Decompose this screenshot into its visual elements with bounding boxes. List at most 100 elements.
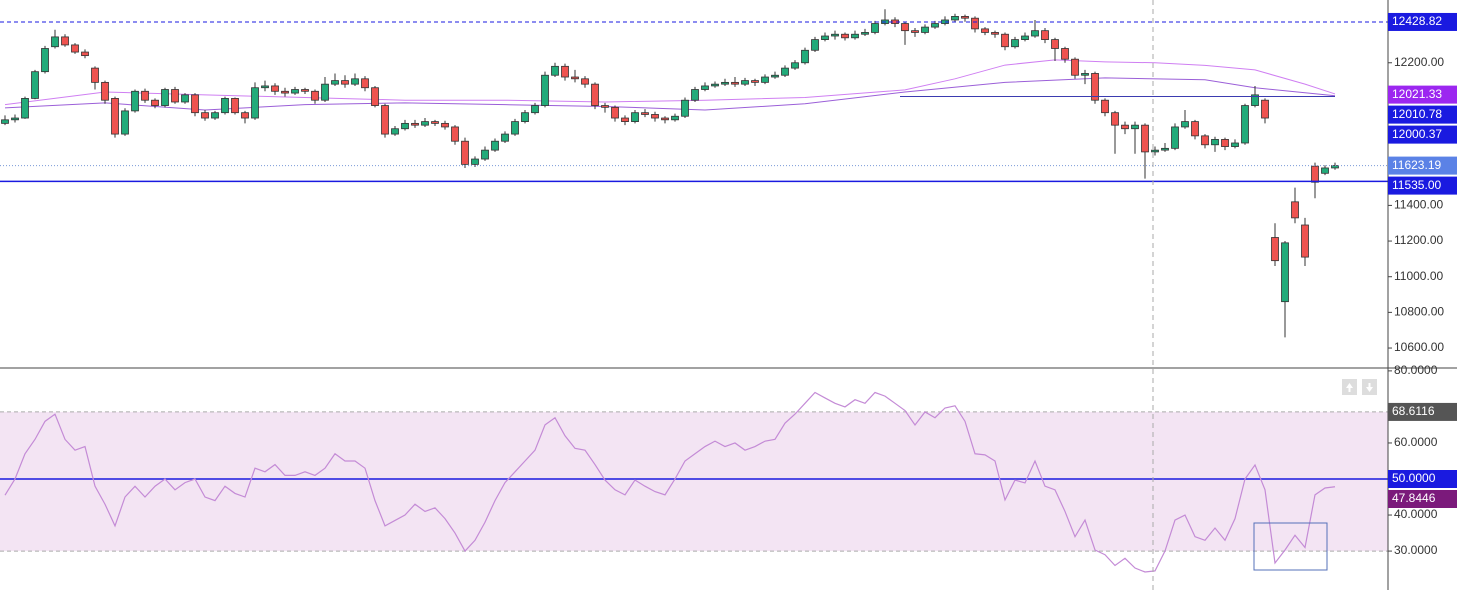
candle-body — [581, 78, 589, 85]
candle-body — [1, 119, 9, 124]
candle-body — [231, 98, 239, 114]
level-label: 68.6116 — [1392, 404, 1435, 418]
level-label-bg — [1388, 156, 1457, 175]
candle-body — [291, 89, 299, 94]
candle-body — [381, 105, 389, 135]
candle-body — [1311, 165, 1319, 183]
candle-body — [421, 121, 429, 126]
candle-body — [931, 23, 939, 28]
level-label-bg — [1388, 85, 1457, 104]
level-label-bg — [1388, 12, 1457, 31]
candle-body — [911, 30, 919, 33]
level-label: 50.0000 — [1392, 471, 1436, 485]
candle-body — [11, 117, 19, 121]
candle-body — [721, 81, 729, 85]
candle-body — [701, 85, 709, 90]
candle-body — [1171, 126, 1179, 149]
rsi-pane — [0, 391, 1388, 573]
candle-body — [1101, 99, 1109, 114]
candle-body — [481, 149, 489, 160]
candle-body — [301, 89, 309, 92]
level-label-bg — [1388, 402, 1457, 421]
candle-body — [1061, 48, 1069, 60]
y-tick-label: 60.0000 — [1394, 435, 1438, 449]
candle-body — [951, 16, 959, 21]
candle-body — [781, 67, 789, 76]
candle-body — [611, 106, 619, 119]
candle-body — [91, 67, 99, 83]
level-label: 47.8446 — [1392, 491, 1436, 505]
candle-body — [311, 90, 319, 101]
candle-body — [31, 71, 39, 99]
candle-body — [671, 115, 679, 121]
candle-body — [871, 23, 879, 33]
y-tick-label: 11200.00 — [1394, 233, 1443, 247]
candle-body — [441, 122, 449, 128]
level-label-bg — [1388, 105, 1457, 124]
candle-body — [531, 105, 539, 114]
candle-body — [61, 36, 69, 46]
y-tick-label: 10600.00 — [1394, 340, 1444, 354]
candle-body — [971, 17, 979, 30]
candle-body — [461, 140, 469, 165]
candle-body — [1251, 94, 1259, 106]
level-label-bg — [1388, 125, 1457, 144]
candle-body — [811, 39, 819, 51]
candle-body — [1021, 35, 1029, 40]
candle-body — [281, 90, 289, 94]
candle-body — [681, 99, 689, 117]
level-label-bg — [1388, 176, 1457, 195]
candle-body — [1011, 39, 1019, 48]
candle-body — [1261, 99, 1269, 119]
candle-body — [1111, 112, 1119, 126]
candle-body — [171, 89, 179, 103]
candle-body — [551, 65, 559, 76]
candle-body — [261, 85, 269, 89]
candle-body — [131, 90, 139, 112]
candle-body — [741, 80, 749, 85]
candle-body — [791, 62, 799, 69]
candle-body — [141, 90, 149, 101]
down-icon — [1366, 383, 1373, 392]
y-tick-label: 30.0000 — [1394, 543, 1438, 557]
candle-body — [801, 49, 809, 64]
level-label: 12021.33 — [1392, 87, 1442, 101]
candle-body — [1151, 149, 1159, 153]
candle-body — [391, 128, 399, 135]
candle-body — [841, 33, 849, 39]
candle-body — [1031, 30, 1039, 37]
candle-body — [1181, 121, 1189, 128]
y-tick-label: 40.0000 — [1394, 507, 1438, 521]
candle-body — [1301, 224, 1309, 258]
candle-body — [401, 122, 409, 130]
candle-body — [561, 65, 569, 78]
y-tick-label: 11000.00 — [1394, 269, 1443, 283]
level-label: 12000.37 — [1392, 127, 1442, 141]
candle-body — [1191, 121, 1199, 137]
candle-body — [1071, 58, 1079, 76]
candle-body — [591, 83, 599, 106]
y-tick-label: 10800.00 — [1394, 305, 1444, 319]
candle-body — [331, 80, 339, 85]
candle-body — [1081, 73, 1089, 76]
candle-body — [1231, 142, 1239, 147]
level-label-bg — [1388, 490, 1457, 508]
candle-body — [1321, 167, 1329, 174]
candle-body — [1131, 124, 1139, 130]
candle-body — [981, 28, 989, 33]
candle-body — [101, 81, 109, 101]
candle-body — [471, 158, 479, 165]
candle-body — [121, 110, 129, 135]
candle-body — [601, 105, 609, 108]
candle-body — [1051, 39, 1059, 49]
candle-body — [1281, 242, 1289, 303]
candle-body — [821, 35, 829, 40]
level-label: 11535.00 — [1392, 178, 1441, 192]
candle-body — [341, 80, 349, 85]
candle-body — [321, 83, 329, 101]
candle-body — [991, 32, 999, 35]
candle-body — [621, 117, 629, 122]
candle-body — [831, 33, 839, 37]
candle-body — [271, 85, 279, 92]
candle-body — [1221, 139, 1229, 147]
